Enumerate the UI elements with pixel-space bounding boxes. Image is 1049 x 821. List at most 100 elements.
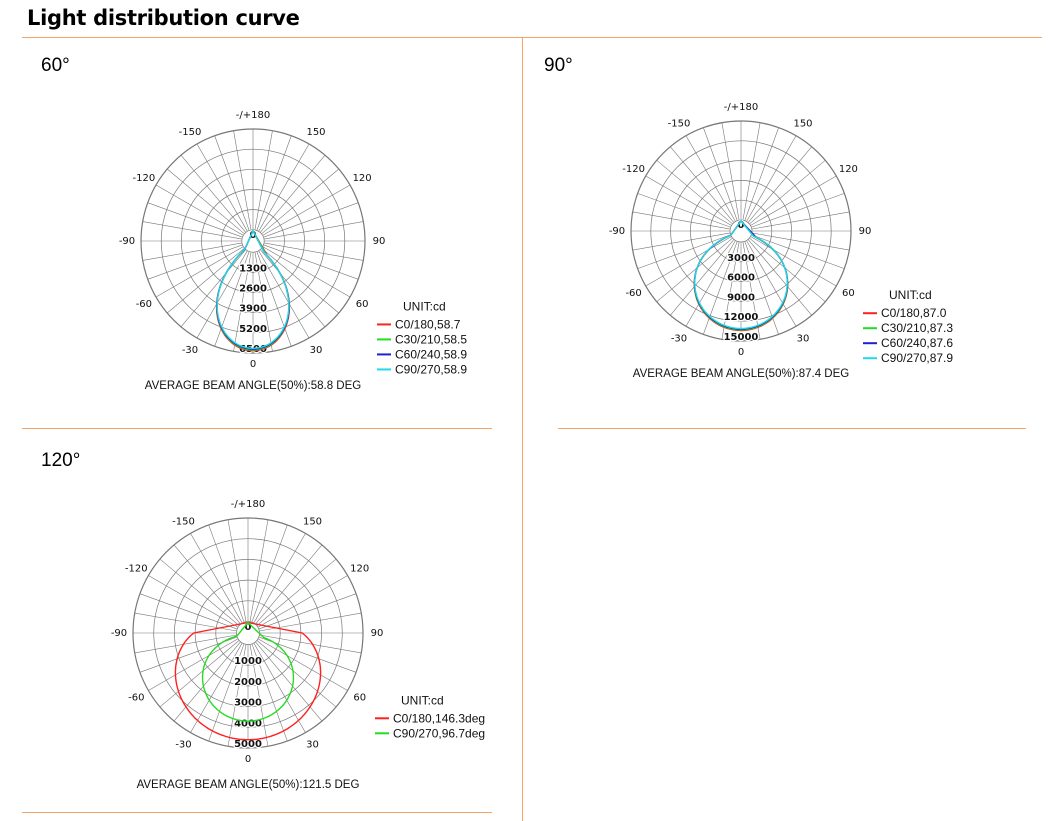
grid-spoke (214, 251, 250, 347)
series-curve (201, 621, 295, 722)
radial-tick-label: 0 (250, 230, 257, 241)
grid-spoke (253, 642, 306, 733)
angle-label: -30 (182, 345, 198, 356)
angle-label: 120 (350, 564, 369, 575)
panel-label: 90° (544, 55, 573, 76)
angle-label: -150 (172, 516, 195, 527)
grid-spoke (747, 146, 812, 223)
grid-spoke (173, 641, 241, 722)
grid-spoke (645, 236, 732, 287)
grid-spoke (208, 643, 245, 742)
grid-spoke (173, 544, 241, 625)
polar-chart: -/+180-150 150-120 120-90 90-60 60-30 3000100… (111, 499, 485, 791)
angle-label: -120 (125, 564, 148, 575)
angle-label: 120 (353, 173, 372, 184)
polar-chart: -/+180-150 150-120 120-90 90-60 60-30 3000300… (609, 102, 954, 380)
angle-label: 0 (738, 347, 744, 358)
radial-tick-label: 3000 (234, 698, 262, 709)
legend-entry: C0/180,58.7 (395, 317, 461, 331)
title-divider (22, 37, 1042, 38)
grid-spoke (233, 251, 252, 352)
radial-tick-label: 9000 (727, 292, 755, 303)
angle-label: 150 (793, 119, 812, 130)
grid-spoke (148, 638, 239, 691)
grid-spoke (749, 160, 826, 225)
angle-label: 30 (310, 345, 323, 356)
radial-tick-label: 0 (738, 220, 745, 231)
grid-spoke (254, 251, 273, 352)
grid-spoke (256, 558, 337, 626)
grid-spoke (257, 638, 348, 691)
legend-entry: C30/210,87.3 (881, 321, 953, 335)
grid-spoke (159, 640, 240, 708)
radial-tick-label: 12000 (724, 312, 759, 323)
grid-spoke (255, 641, 323, 722)
grid-spoke (227, 644, 247, 747)
grid-spoke (750, 175, 837, 226)
grid-spoke (703, 127, 738, 221)
grid-spoke (751, 234, 845, 269)
grid-spoke (751, 211, 850, 230)
polar-chart: -/+180 -150 150 -120 120 -90 90 -60 60 -30 30 0 0 130… (119, 110, 468, 392)
grid-spoke (139, 593, 238, 630)
grid-spoke (208, 524, 245, 623)
grid-spoke (258, 143, 310, 232)
legend-entry: C60/240,58.9 (395, 347, 467, 361)
grid-spoke (159, 558, 240, 626)
grid-spoke (167, 247, 245, 314)
series-group (174, 621, 322, 741)
grid-spoke (656, 237, 733, 302)
polar-grid (140, 128, 366, 354)
grid-spoke (255, 544, 323, 625)
angle-label: 0 (245, 754, 251, 765)
legend-entry: C90/270,58.9 (395, 362, 467, 376)
grid-spoke (258, 593, 357, 630)
legend-entry: C30/210,58.5 (395, 332, 467, 346)
panel-label: 120° (41, 450, 81, 471)
angle-label: 30 (306, 740, 319, 751)
grid-spoke (751, 232, 850, 251)
angle-label: -90 (609, 226, 625, 237)
angle-label: 150 (303, 516, 322, 527)
grid-spoke (721, 122, 740, 221)
radial-tick-label: 2000 (234, 677, 262, 688)
angle-label: 150 (306, 127, 325, 138)
radial-tick-label: 5200 (239, 324, 267, 335)
angle-label: -150 (668, 119, 691, 130)
grid-spoke (742, 122, 761, 221)
grid-spoke (251, 643, 288, 742)
grid-spoke (196, 143, 248, 232)
grid-spoke (256, 135, 292, 231)
page-title: Light distribution curve (27, 6, 300, 30)
legend-entry: C0/180,146.3deg (393, 711, 485, 725)
angle-label: 0 (250, 359, 256, 370)
angle-label: 120 (839, 164, 858, 175)
angle-label: 90 (371, 628, 384, 639)
radial-tick-label: 15000 (724, 332, 759, 343)
grid-spoke (134, 634, 237, 654)
grid-spoke (261, 247, 339, 314)
grid-spoke (703, 241, 738, 335)
angle-label: -/+180 (236, 110, 270, 121)
angle-label: -/+180 (724, 102, 758, 113)
angle-label: -90 (111, 628, 127, 639)
grid-spoke (744, 241, 779, 335)
radial-tick-label: 6000 (727, 273, 755, 284)
unit-label: UNIT:cd (403, 299, 446, 313)
series-group (693, 219, 789, 332)
radial-tick-label: 1000 (234, 656, 262, 667)
unit-label: UNIT:cd (401, 693, 444, 707)
grid-spoke (155, 246, 244, 298)
grid-spoke (750, 236, 837, 287)
grid-spoke (259, 634, 362, 654)
grid-spoke (744, 127, 779, 221)
radial-tick-label: 3900 (239, 304, 267, 315)
grid-spoke (751, 193, 845, 228)
legend-entry: C90/270,96.7deg (393, 726, 485, 740)
grid-spoke (637, 234, 731, 269)
panel-divider-right (558, 428, 1026, 429)
grid-spoke (263, 244, 359, 280)
grid-spoke (645, 175, 732, 226)
grid-spoke (148, 575, 239, 628)
legend-entry: C90/270,87.9 (881, 351, 953, 365)
